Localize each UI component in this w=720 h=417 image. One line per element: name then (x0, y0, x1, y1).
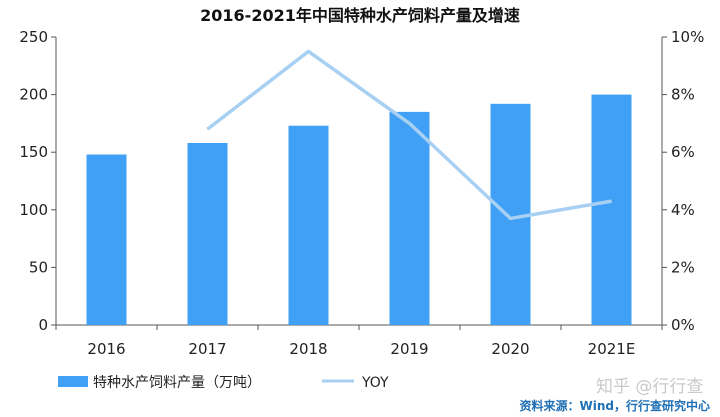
y-right-tick-label: 6% (671, 143, 695, 161)
legend: 特种水产饲料产量（万吨） YOY (58, 375, 389, 391)
bar (86, 154, 127, 325)
legend-bar-swatch (58, 376, 88, 387)
bar (591, 94, 632, 325)
y-left-tick-label: 200 (19, 86, 48, 104)
x-tick-label: 2017 (188, 340, 226, 358)
yoy-point (308, 50, 309, 52)
y-left-tick-label: 150 (19, 143, 48, 161)
x-tick-label: 2021E (588, 340, 636, 358)
legend-bar-label: 特种水产饲料产量（万吨） (93, 375, 261, 391)
watermark: 知乎 @行行查 (596, 377, 703, 397)
y-left-tick-label: 0 (38, 316, 48, 334)
x-tick-label: 2016 (87, 340, 125, 358)
y-right-tick-label: 8% (671, 86, 695, 104)
y-left-tick-label: 100 (19, 201, 48, 219)
bar (288, 125, 329, 325)
legend-line-label: YOY (361, 375, 389, 391)
axes: 0 50 100 150 200 250 0% 2% 4% 6% 8% 10% 2016 2017 2018… (19, 28, 704, 358)
y-right-tick-label: 0% (671, 316, 695, 334)
yoy-point (409, 122, 410, 124)
bar (389, 111, 430, 325)
y-left-tick-label: 50 (29, 258, 48, 276)
yoy-point (611, 200, 612, 202)
y-right-tick-label: 2% (671, 258, 695, 276)
x-tick-label: 2020 (491, 340, 529, 358)
x-tick-label: 2018 (289, 340, 327, 358)
yoy-line (206, 49, 612, 221)
x-tick-label: 2019 (390, 340, 428, 358)
yoy-point (510, 217, 511, 219)
source-note: 资料来源：Wind，行行查研究中心 (520, 398, 710, 413)
y-right-tick-label: 4% (671, 201, 695, 219)
y-left-tick-label: 250 (19, 28, 48, 46)
bars (86, 94, 632, 325)
bar (187, 142, 228, 325)
yoy-point (207, 128, 208, 130)
chart-title: 2016-2021年中国特种水产饲料产量及增速 (200, 6, 520, 25)
y-right-tick-label: 10% (671, 28, 704, 46)
